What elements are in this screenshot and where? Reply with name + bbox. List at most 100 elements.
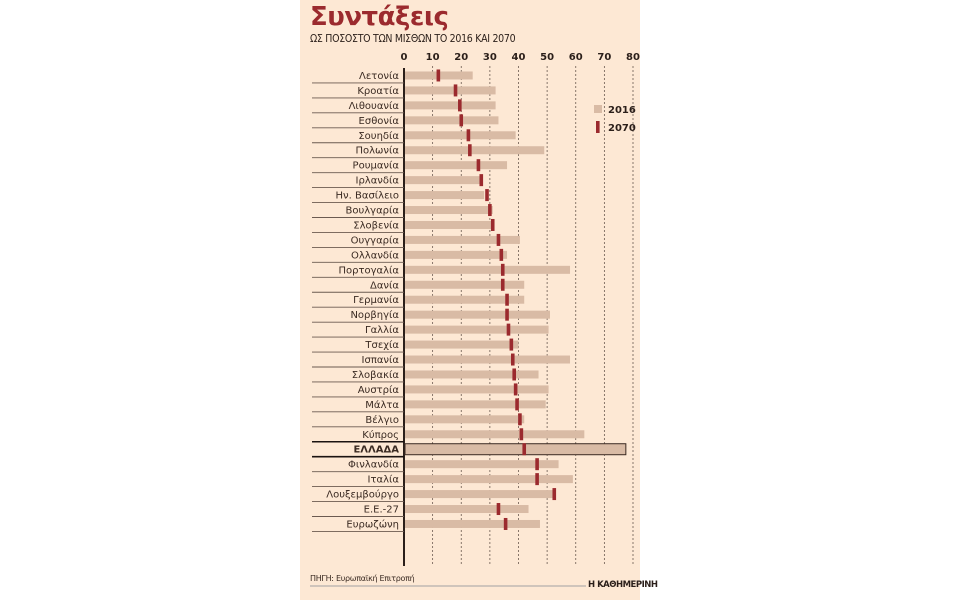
marker-2070 bbox=[500, 263, 505, 276]
category-label: Λουξεμβούργο bbox=[326, 489, 399, 501]
chart-row: Λουξεμβούργο bbox=[312, 488, 557, 502]
chart-row: Δανία bbox=[312, 278, 525, 293]
category-label: ΕΛΛΑΔΑ bbox=[353, 445, 399, 456]
category-label: Ε.Ε.-27 bbox=[364, 505, 399, 516]
marker-2070 bbox=[510, 353, 515, 366]
category-label: Σουηδία bbox=[358, 130, 399, 142]
chart-row: Ολλανδία bbox=[312, 248, 508, 263]
category-label: Ευρωζώνη bbox=[346, 518, 399, 530]
chart-row: Πορτογαλία bbox=[312, 263, 571, 278]
marker-2070 bbox=[500, 278, 505, 291]
bar-2016 bbox=[405, 235, 520, 244]
marker-2070 bbox=[505, 293, 509, 306]
chart-row: Βουλγαρία bbox=[312, 204, 493, 218]
bar-2016 bbox=[405, 310, 550, 319]
marker-2070 bbox=[458, 99, 462, 112]
marker-2070 bbox=[503, 517, 508, 530]
bar-2016 bbox=[405, 206, 493, 215]
marker-2070 bbox=[518, 413, 522, 426]
x-axis-ticks: 0 10 20 30 40 50 60 70 80 bbox=[401, 52, 640, 63]
chart-row: Λετονία bbox=[312, 69, 473, 84]
marker-2070 bbox=[522, 443, 527, 456]
chart-row: Ευρωζώνη bbox=[312, 517, 540, 532]
category-label: Λετονία bbox=[359, 70, 399, 82]
legend-swatch-2070 bbox=[596, 121, 600, 133]
bar-2016 bbox=[405, 86, 496, 95]
bar-2016 bbox=[405, 191, 485, 200]
legend-label-2016: 2016 bbox=[608, 105, 636, 116]
category-label: Βουλγαρία bbox=[345, 205, 399, 217]
category-label: Μάλτα bbox=[365, 399, 399, 411]
bar-2016 bbox=[405, 490, 553, 499]
chart-row: Φινλανδία bbox=[312, 458, 559, 473]
x-tick-label: 40 bbox=[512, 52, 526, 63]
marker-2070 bbox=[490, 218, 495, 231]
legend: 2016 2070 bbox=[594, 105, 636, 134]
chart-row: ΕΛΛΑΔΑ bbox=[312, 443, 627, 458]
chart-row: Λιθουανία bbox=[312, 99, 496, 114]
chart-subtitle: ΩΣ ΠΟΣΟΣΤΟ ΤΩΝ ΜΙΣΘΩΝ ΤΟ 2016 ΚΑΙ 2070 bbox=[310, 33, 516, 45]
x-tick-label: 70 bbox=[597, 52, 611, 63]
category-label: Ην. Βασίλειο bbox=[336, 190, 399, 202]
source-note: ΠΗΓΗ: Ευρωπαϊκή Επιτροπή bbox=[310, 574, 415, 583]
marker-2070 bbox=[488, 204, 492, 217]
bar-2016 bbox=[405, 131, 516, 140]
legend-label-2070: 2070 bbox=[608, 123, 636, 134]
marker-2070 bbox=[512, 368, 517, 381]
category-label: Γαλλία bbox=[365, 324, 399, 336]
marker-2070 bbox=[476, 159, 481, 172]
category-label: Γερμανία bbox=[353, 294, 399, 306]
legend-item-2016: 2016 bbox=[594, 105, 636, 116]
marker-2070 bbox=[515, 398, 519, 411]
x-tick-label: 80 bbox=[626, 52, 640, 63]
footer-divider bbox=[310, 585, 586, 587]
chart-row: Ουγγαρία bbox=[312, 233, 520, 248]
category-label: Φινλανδία bbox=[348, 459, 399, 471]
category-label: Σλοβενία bbox=[353, 219, 399, 231]
category-label: Κροατία bbox=[357, 85, 399, 97]
chart-row: Γαλλία bbox=[312, 323, 549, 338]
marker-2070 bbox=[506, 323, 511, 336]
x-tick-label: 60 bbox=[569, 52, 583, 63]
marker-2070 bbox=[479, 174, 484, 187]
marker-2070 bbox=[496, 233, 501, 246]
legend-item-2070: 2070 bbox=[596, 121, 636, 134]
bar-2016 bbox=[405, 475, 573, 484]
bar-2016 bbox=[405, 385, 549, 394]
category-label: Πολωνία bbox=[356, 145, 400, 157]
bar-2016 bbox=[405, 220, 492, 229]
bar-2016 bbox=[405, 161, 508, 170]
category-label: Λιθουανία bbox=[349, 100, 400, 112]
marker-2070 bbox=[453, 84, 458, 97]
x-tick-label: 0 bbox=[401, 52, 408, 63]
x-tick-label: 50 bbox=[540, 52, 554, 63]
category-label: Κύπρος bbox=[362, 429, 399, 441]
marker-2070 bbox=[496, 503, 501, 516]
legend-swatch-2016 bbox=[594, 105, 602, 113]
chart-row: Βέλγιο bbox=[312, 413, 525, 428]
bar-2016 bbox=[405, 355, 571, 364]
marker-2070 bbox=[505, 308, 509, 321]
chart-row: Κύπρος bbox=[312, 428, 585, 443]
marker-2070 bbox=[552, 488, 557, 501]
bar-2016 bbox=[405, 505, 529, 514]
category-label: Αυστρία bbox=[358, 384, 400, 396]
category-label: Νορβηγία bbox=[350, 309, 399, 321]
bar-2016 bbox=[405, 519, 540, 528]
category-label: Δανία bbox=[370, 279, 399, 291]
category-label: Ολλανδία bbox=[351, 249, 399, 261]
marker-2070 bbox=[459, 114, 464, 127]
chart-row: Εσθονία bbox=[312, 114, 499, 129]
bar-2016 bbox=[405, 340, 519, 349]
category-label: Σλοβακία bbox=[352, 369, 400, 381]
chart-row: Αυστρία bbox=[312, 383, 549, 398]
bar-2016 bbox=[405, 101, 496, 110]
chart-row: Ε.Ε.-27 bbox=[312, 503, 529, 517]
marker-2070 bbox=[513, 383, 518, 396]
chart-row: Σλοβακία bbox=[312, 368, 539, 383]
marker-2070 bbox=[485, 189, 489, 202]
category-label: Βέλγιο bbox=[365, 414, 399, 426]
bar-2016 bbox=[405, 460, 559, 469]
category-label: Ισπανία bbox=[362, 354, 400, 366]
chart-rows: Λετονία Κροατία Λιθουανία Εσθονία Σουηδία Πολ… bbox=[312, 69, 627, 532]
